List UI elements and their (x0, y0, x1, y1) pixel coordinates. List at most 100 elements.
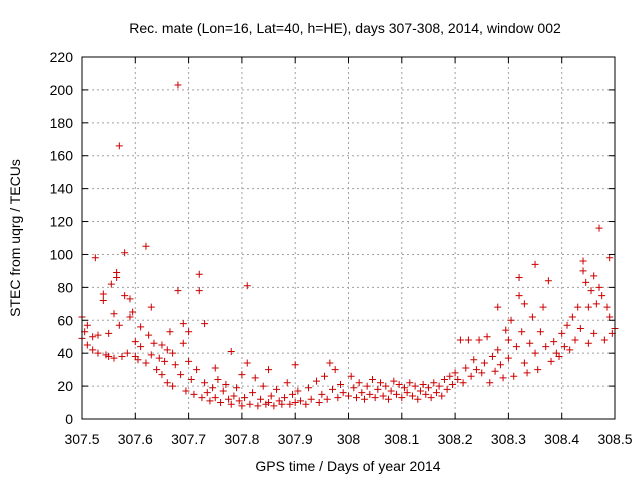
data-point (408, 392, 416, 400)
data-point (579, 267, 587, 275)
data-point (440, 376, 448, 384)
data-point (243, 282, 251, 290)
data-point (520, 359, 528, 367)
data-point (281, 394, 289, 402)
data-point (155, 354, 163, 362)
data-point (185, 328, 193, 336)
data-point (515, 292, 523, 300)
data-point (536, 328, 544, 336)
data-point (603, 303, 611, 311)
data-point (126, 295, 134, 303)
data-point (467, 372, 475, 380)
data-point (185, 357, 193, 365)
data-point (289, 390, 297, 398)
y-tick-label: 0 (65, 411, 73, 427)
data-point (414, 395, 422, 403)
y-tick-label: 200 (50, 82, 74, 98)
data-point (563, 321, 571, 329)
data-point (174, 287, 182, 295)
data-point (147, 351, 155, 359)
data-point (411, 382, 419, 390)
data-point (606, 313, 614, 321)
data-point (227, 400, 235, 408)
data-point (345, 392, 352, 400)
data-point (502, 326, 510, 334)
y-tick-label: 220 (50, 49, 74, 65)
data-point (334, 394, 342, 402)
data-point (238, 402, 246, 410)
data-point (206, 397, 214, 405)
data-point (526, 339, 534, 347)
data-point (531, 260, 539, 268)
data-point (110, 354, 118, 362)
data-point (267, 392, 275, 400)
x-tick-label: 307.8 (224, 431, 259, 447)
data-point (448, 380, 456, 388)
data-point (416, 387, 424, 395)
data-point (544, 277, 552, 285)
data-point (483, 333, 491, 341)
data-point (390, 377, 398, 385)
data-point (99, 290, 107, 298)
data-point (163, 379, 171, 387)
data-point (520, 300, 528, 308)
data-point (190, 390, 198, 398)
data-point (443, 385, 451, 393)
data-point (329, 385, 337, 393)
x-tick-label: 307.6 (118, 431, 153, 447)
data-point (225, 395, 233, 403)
y-tick-label: 140 (50, 181, 74, 197)
data-point (137, 323, 145, 331)
data-point (265, 399, 273, 407)
data-point (134, 356, 142, 364)
data-point (110, 310, 118, 318)
y-tick-label: 100 (50, 246, 74, 262)
data-point (371, 394, 379, 402)
data-point (542, 343, 550, 351)
data-point (424, 384, 432, 392)
data-point (187, 376, 195, 384)
y-tick-label: 80 (57, 279, 73, 295)
x-tick-label: 308.2 (438, 431, 473, 447)
y-tick-label: 180 (50, 115, 74, 131)
x-tick-label: 307.9 (278, 431, 313, 447)
data-point (470, 356, 478, 364)
data-point (464, 336, 472, 344)
data-point (198, 394, 206, 402)
x-tick-label: 308.5 (597, 431, 632, 447)
data-point (584, 303, 592, 311)
data-point (142, 359, 150, 367)
data-point (528, 313, 536, 321)
data-point (89, 333, 97, 341)
y-tick-label: 40 (57, 345, 73, 361)
data-point (259, 382, 267, 390)
data-point (326, 359, 334, 367)
data-point (169, 349, 177, 357)
data-point (494, 303, 502, 311)
data-point (302, 400, 310, 408)
data-point (600, 336, 608, 344)
data-point (384, 395, 392, 403)
data-point (291, 399, 299, 407)
data-point (121, 292, 129, 300)
data-point (182, 387, 190, 395)
data-point (331, 366, 339, 374)
data-point (560, 343, 568, 351)
data-point (315, 399, 323, 407)
data-point (126, 313, 134, 321)
data-point (435, 382, 443, 390)
data-point (105, 329, 113, 337)
data-point (211, 394, 219, 402)
x-axis-label: GPS time / Days of year 2014 (255, 458, 440, 474)
data-point (265, 366, 273, 374)
data-point (518, 328, 526, 336)
x-tick-label: 308.3 (491, 431, 526, 447)
data-point (211, 364, 219, 372)
data-point (488, 352, 496, 360)
data-point (499, 374, 507, 382)
data-point (438, 392, 446, 400)
data-point (115, 321, 123, 329)
data-point (595, 224, 603, 232)
grid-lines (82, 57, 615, 419)
data-point (235, 397, 243, 405)
